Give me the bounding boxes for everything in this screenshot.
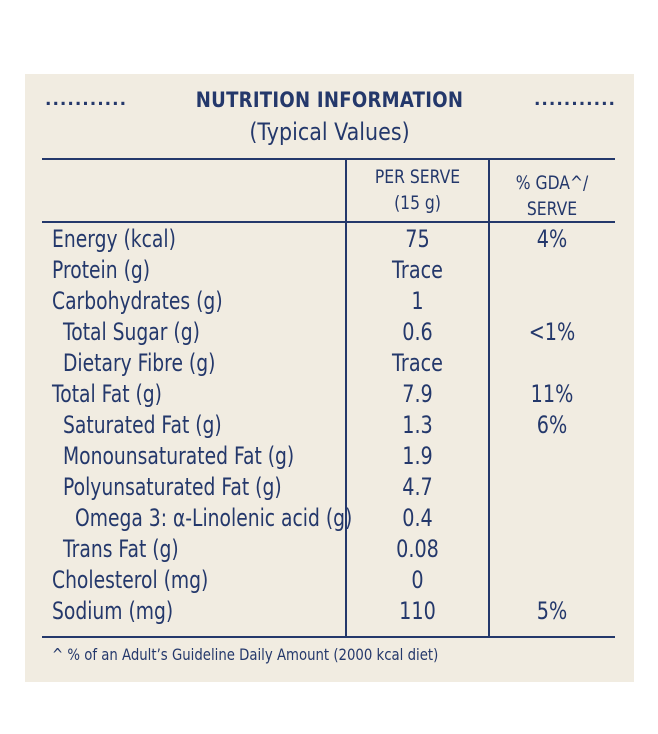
nutrient-name: Trans Fat (g) <box>63 535 179 563</box>
nutrient-name: Monounsaturated Fat (g) <box>63 442 295 470</box>
table-row: Cholesterol (mg) 0 <box>25 565 634 596</box>
per-serve-value: 1 <box>411 287 424 315</box>
table-row: Total Sugar (g) 0.6 <1% <box>25 317 634 348</box>
panel-title: NUTRITION INFORMATION <box>195 88 464 112</box>
per-serve-value: 0.4 <box>402 504 433 532</box>
table-row: Omega 3: α-Linolenic acid (g) 0.4 <box>25 503 634 534</box>
table-row: Energy (kcal) 75 4% <box>25 224 634 255</box>
footnote: ^ % of an Adult’s Guideline Daily Amount… <box>52 645 439 664</box>
table-row: Saturated Fat (g) 1.3 6% <box>25 410 634 441</box>
nutrient-name: Saturated Fat (g) <box>63 411 222 439</box>
per-serve-value: Trace <box>392 349 443 377</box>
table-row: Protein (g) Trace <box>25 255 634 286</box>
nutrient-name: Carbohydrates (g) <box>52 287 223 315</box>
nutrient-name: Omega 3: α-Linolenic acid (g) <box>75 504 353 532</box>
header-top-rule <box>42 158 615 160</box>
per-serve-header: PER SERVE (15 g) <box>360 164 476 216</box>
nutrient-name: Dietary Fibre (g) <box>63 349 216 377</box>
gda-value: <1% <box>528 318 576 346</box>
per-serve-value: 75 <box>405 225 430 253</box>
table-row: Trans Fat (g) 0.08 <box>25 534 634 565</box>
per-serve-value: 1.9 <box>402 442 433 470</box>
decorative-dots-right: ........... <box>533 90 616 110</box>
per-serve-value: 1.3 <box>402 411 433 439</box>
table-row: Polyunsaturated Fat (g) 4.7 <box>25 472 634 503</box>
column-divider-2 <box>488 158 490 636</box>
gda-header: % GDA^/ SERVE <box>501 170 603 222</box>
gda-value: 5% <box>536 597 568 625</box>
per-serve-value: 0.08 <box>396 535 439 563</box>
per-serve-value: 4.7 <box>402 473 433 501</box>
decorative-dots-left: ........... <box>45 90 128 110</box>
nutrient-name: Total Fat (g) <box>52 380 162 408</box>
nutrient-name: Total Sugar (g) <box>63 318 200 346</box>
gda-value: 6% <box>536 411 568 439</box>
per-serve-header-line1: PER SERVE <box>374 166 461 188</box>
gda-header-line1: % GDA^/ <box>515 172 589 194</box>
per-serve-value: 110 <box>399 597 436 625</box>
nutrient-name: Protein (g) <box>52 256 151 284</box>
table-row: Dietary Fibre (g) Trace <box>25 348 634 379</box>
per-serve-value: 7.9 <box>402 380 433 408</box>
nutrient-name: Sodium (mg) <box>52 597 174 625</box>
column-divider-1 <box>345 158 347 636</box>
nutrient-name: Energy (kcal) <box>52 225 176 253</box>
table-row: Carbohydrates (g) 1 <box>25 286 634 317</box>
table-row: Total Fat (g) 7.9 11% <box>25 379 634 410</box>
table-bottom-rule <box>42 636 615 638</box>
panel-subtitle: (Typical Values) <box>249 118 410 146</box>
per-serve-header-line2: (15 g) <box>394 192 441 214</box>
per-serve-value: 0.6 <box>402 318 433 346</box>
table-row: Monounsaturated Fat (g) 1.9 <box>25 441 634 472</box>
header-bottom-rule <box>42 221 615 223</box>
gda-header-line2: SERVE <box>526 198 578 220</box>
nutrient-name: Polyunsaturated Fat (g) <box>63 473 282 501</box>
per-serve-value: Trace <box>392 256 443 284</box>
gda-value: 4% <box>536 225 568 253</box>
nutrient-name: Cholesterol (mg) <box>52 566 209 594</box>
nutrition-panel: ........... NUTRITION INFORMATION ......… <box>25 74 634 682</box>
per-serve-value: 0 <box>411 566 424 594</box>
gda-value: 11% <box>530 380 574 408</box>
table-row: Sodium (mg) 110 5% <box>25 596 634 627</box>
